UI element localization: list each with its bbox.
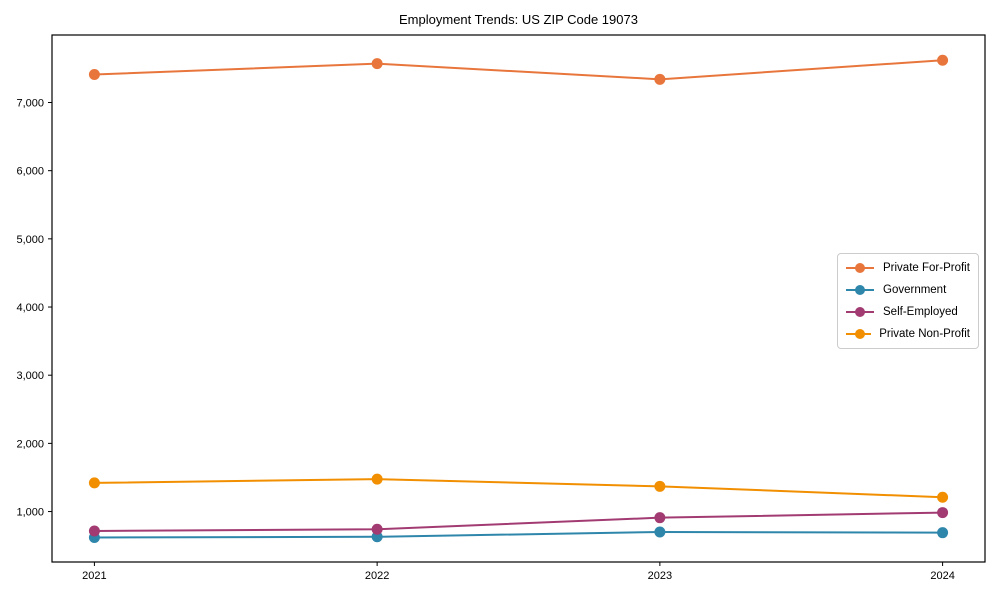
data-point-self-employed-2022 <box>371 523 383 535</box>
legend-item-private-for-profit: Private For-Profit <box>845 260 970 276</box>
legend-label: Private For-Profit <box>883 262 970 274</box>
chart-title: Employment Trends: US ZIP Code 19073 <box>399 12 638 27</box>
y-tick-label: 4,000 <box>16 302 44 314</box>
data-point-private-non-profit-2024 <box>937 491 949 503</box>
series-line-self-employed <box>94 511 943 532</box>
legend-label: Private Non-Profit <box>879 328 970 340</box>
legend-line-marker-icon <box>846 307 874 317</box>
legend-marker-icon <box>855 285 865 295</box>
data-point-self-employed-2024 <box>937 507 949 519</box>
series-line-government <box>94 531 943 539</box>
legend-line-marker-icon <box>846 263 874 273</box>
data-point-government-2024 <box>937 527 949 539</box>
data-point-private-for-profit-2024 <box>937 54 949 66</box>
legend-marker-icon <box>855 307 865 317</box>
series-line-private-non-profit <box>94 478 943 499</box>
legend-marker-icon <box>855 329 865 339</box>
data-point-private-non-profit-2023 <box>654 480 666 492</box>
y-tick-label: 5,000 <box>16 234 44 246</box>
y-tick-label: 6,000 <box>16 166 44 178</box>
x-tick-label: 2021 <box>82 570 106 582</box>
legend-marker-icon <box>855 263 865 273</box>
data-point-private-non-profit-2021 <box>88 477 100 489</box>
legend-item-private-non-profit: Private Non-Profit <box>845 326 970 342</box>
legend: Private For-Profit Government Self-Employe… <box>837 253 979 349</box>
legend-label: Government <box>883 284 947 296</box>
y-tick-label: 2,000 <box>16 438 44 450</box>
data-point-private-for-profit-2022 <box>371 58 383 70</box>
data-point-private-non-profit-2022 <box>371 473 383 485</box>
legend-line-marker-icon <box>846 329 872 339</box>
legend-label: Self-Employed <box>883 306 958 318</box>
legend-item-government: Government <box>845 282 970 298</box>
data-point-self-employed-2021 <box>88 525 100 537</box>
x-tick-label: 2022 <box>365 570 389 582</box>
y-tick-label: 7,000 <box>16 97 44 109</box>
x-tick-label: 2024 <box>930 570 954 582</box>
plot-border <box>51 34 986 563</box>
y-tick-label: 3,000 <box>16 370 44 382</box>
data-point-government-2023 <box>654 526 666 538</box>
y-tick-label: 1,000 <box>16 507 44 519</box>
data-point-private-for-profit-2021 <box>88 69 100 81</box>
legend-item-self-employed: Self-Employed <box>845 304 970 320</box>
legend-line-marker-icon <box>846 285 874 295</box>
series-line-private-for-profit <box>94 59 943 81</box>
data-point-private-for-profit-2023 <box>654 73 666 85</box>
data-point-self-employed-2023 <box>654 512 666 524</box>
x-tick-label: 2023 <box>648 570 672 582</box>
